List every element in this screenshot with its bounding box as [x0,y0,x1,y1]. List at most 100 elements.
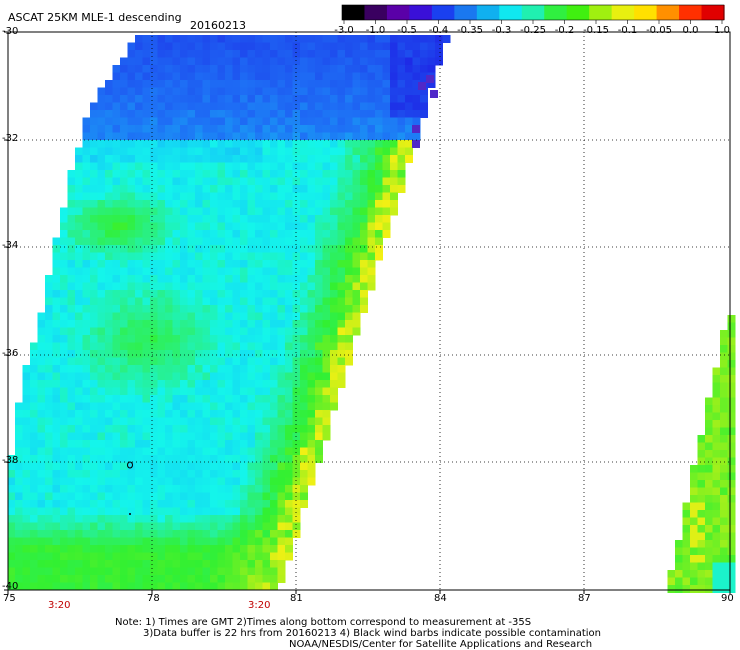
swath-pixel [285,275,293,283]
colorbar-tick-label: -0.15 [583,25,609,36]
swath-pixel [225,567,233,576]
swath-pixel [210,477,218,486]
swath-pixel [15,462,23,471]
swath-pixel [225,357,233,366]
swath-pixel [82,545,91,553]
swath-pixel [292,320,301,328]
swath-pixel [187,447,196,456]
swath-pixel [97,117,106,126]
swath-pixel [210,57,218,66]
swath-pixel [232,305,241,313]
swath-pixel [142,545,151,553]
swath-pixel [720,435,728,443]
swath-pixel [30,530,38,538]
swath-pixel [217,507,226,516]
swath-pixel [300,95,308,103]
swath-pixel [105,267,113,276]
swath-pixel [277,200,286,208]
swath-pixel [180,537,188,546]
swath-pixel [165,140,173,148]
swath-pixel [60,290,68,298]
swath-pixel [322,140,331,148]
swath-pixel [307,320,316,328]
swath-pixel [60,507,68,516]
swath-pixel [142,567,151,576]
swath-pixel [82,552,91,561]
swath-pixel [210,260,218,268]
swath-pixel [150,230,158,238]
swath-pixel [157,560,166,568]
swath-pixel [75,312,83,321]
swath-pixel [720,480,728,488]
swath-pixel [382,140,391,148]
swath-pixel [240,117,248,126]
swath-pixel [112,335,121,343]
swath-pixel [97,132,106,141]
swath-pixel [382,177,391,186]
swath-pixel [375,230,383,238]
swath-pixel [105,372,113,381]
swath-pixel [90,357,98,366]
swath-pixel [195,57,203,66]
swath-pixel [330,177,338,186]
swath-pixel [97,350,106,358]
swath-pixel [270,192,278,201]
swath-pixel [690,472,698,481]
swath-pixel [307,117,316,126]
swath-pixel [105,80,113,88]
swath-pixel [247,267,256,276]
swath-pixel [150,545,158,553]
swath-pixel [127,500,136,508]
swath-pixel [187,402,196,411]
swath-pixel [720,390,728,398]
swath-pixel [247,507,256,516]
swath-pixel [30,515,38,523]
swath-pixel [142,290,151,298]
swath-pixel [142,95,151,103]
swath-pixel [142,387,151,396]
swath-pixel [90,140,98,148]
swath-pixel [180,402,188,411]
swath-pixel [202,560,211,568]
swath-pixel [180,102,188,111]
swath-pixel [277,432,286,441]
swath-pixel [195,492,203,501]
swath-pixel [217,395,226,403]
swath-pixel [247,342,256,351]
swath-pixel [375,222,383,231]
swath-pixel [225,222,233,231]
swath-pixel [225,155,233,163]
swath-pixel [727,532,736,541]
swath-pixel [75,575,83,583]
swath-pixel [135,80,143,88]
swath-pixel [270,162,278,171]
swath-pixel [172,327,181,336]
swath-pixel [135,560,143,568]
swath-pixel [135,132,143,141]
swath-pixel [195,132,203,141]
swath-pixel [112,575,121,583]
swath-pixel [255,485,263,493]
swath-pixel [142,395,151,403]
colorbar-swatch [364,5,388,20]
swath-pixel [67,312,76,321]
swath-pixel [330,132,338,141]
swath-pixel [225,245,233,253]
swath-pixel [157,582,166,591]
swath-pixel [255,57,263,66]
swath-pixel [37,410,46,418]
swath-pixel [270,567,278,576]
swath-pixel [157,485,166,493]
swath-pixel [300,500,308,508]
swath-pixel [247,177,256,186]
swath-pixel [172,417,181,426]
swath-pixel [75,245,83,253]
swath-pixel [45,575,53,583]
swath-pixel [270,222,278,231]
swath-pixel [210,402,218,411]
swath-pixel [382,185,391,193]
swath-pixel [210,470,218,478]
swath-pixel [285,545,293,553]
swath-pixel [135,237,143,246]
swath-pixel [15,522,23,531]
